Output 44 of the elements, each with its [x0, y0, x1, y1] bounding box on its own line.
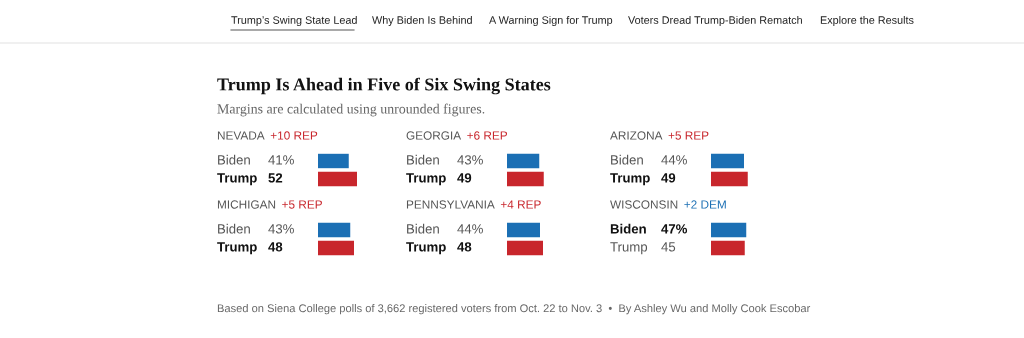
y-tick-label: Trump: [406, 173, 446, 186]
y-tick-label: Trump: [610, 173, 650, 186]
chart-subtitle: +10 REP: [270, 131, 318, 140]
text: A Warning Sign for Trump: [489, 15, 613, 27]
y-tick-label: Trump: [217, 242, 257, 255]
text: Explore the Results: [820, 15, 914, 27]
chart-subtitle: +6 REP: [467, 131, 508, 140]
y-tick-label: Biden: [218, 154, 250, 165]
chart-title: PENNSYLVANIA: [406, 200, 495, 209]
y-tick-label: Biden: [407, 154, 439, 165]
y-tick-label: Trump: [406, 242, 446, 255]
y-tick-label: Biden: [218, 223, 250, 234]
text: Trump Is Ahead in Five of Six Swing States: [217, 77, 551, 95]
y-tick-label: Biden: [610, 223, 646, 234]
chart-subtitle: +5 REP: [282, 200, 322, 209]
data-label: 48: [457, 242, 472, 252]
data-label: 49: [457, 173, 472, 183]
chart-title: WISCONSIN: [610, 200, 678, 209]
text: Trump’s Swing State Lead: [231, 15, 357, 27]
text: Margins are calculated using unrounded figures.: [217, 103, 485, 117]
data-label: 45: [661, 242, 676, 252]
chart-title: ARIZONA: [610, 131, 663, 140]
y-tick-label: Biden: [611, 154, 643, 165]
data-label: 48: [268, 242, 283, 252]
chart-subtitle: +5 REP: [668, 131, 709, 140]
data-label: 49: [661, 173, 676, 183]
text: Voters Dread Trump-Biden Rematch: [628, 15, 802, 27]
chart-title: GEORGIA: [406, 131, 462, 140]
data-label: 43%: [457, 155, 483, 165]
data-label: 47%: [661, 224, 688, 234]
data-label: 52: [268, 173, 283, 183]
chart-subtitle: +4 REP: [500, 200, 541, 209]
text: Why Biden Is Behind: [372, 15, 472, 27]
y-tick-label: Biden: [407, 223, 439, 234]
data-label: 44%: [661, 155, 687, 165]
chart-subtitle: +2 DEM: [684, 200, 726, 209]
data-label: 43%: [268, 224, 294, 234]
chart-title: MICHIGAN: [217, 200, 276, 209]
chart-title: NEVADA: [217, 131, 265, 140]
data-label: 41%: [268, 155, 294, 165]
data-label: 44%: [457, 224, 483, 234]
y-tick-label: Trump: [610, 242, 648, 255]
text: Based on Siena College polls of 3,662 registered voters from Oct. 22 to Nov. 3 • By Ashley Wu and Molly Cook Escobar: [217, 304, 811, 315]
y-tick-label: Trump: [217, 173, 257, 186]
